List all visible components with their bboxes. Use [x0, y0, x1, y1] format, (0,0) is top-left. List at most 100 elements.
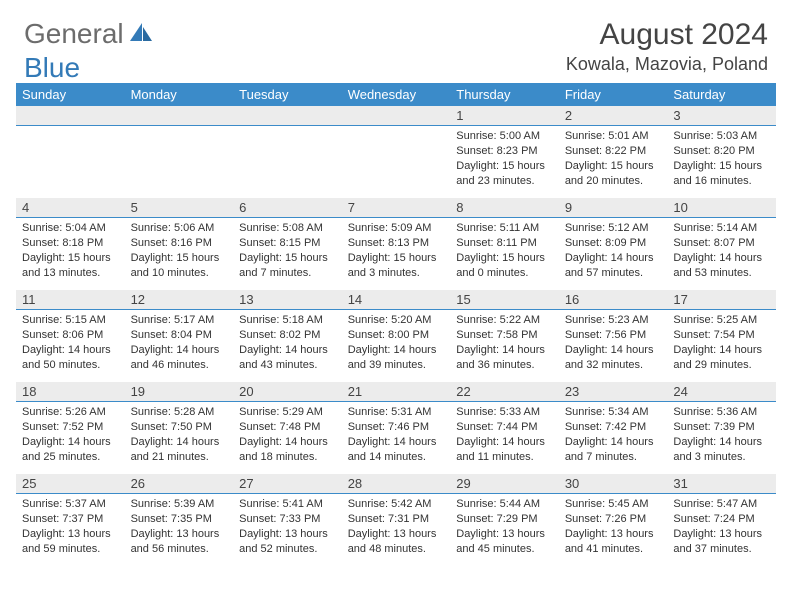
day-details: Sunrise: 5:39 AMSunset: 7:35 PMDaylight:…	[125, 494, 234, 558]
day-details: Sunrise: 5:33 AMSunset: 7:44 PMDaylight:…	[450, 402, 559, 466]
calendar-day: 30Sunrise: 5:45 AMSunset: 7:26 PMDayligh…	[559, 474, 668, 566]
day-details: Sunrise: 5:45 AMSunset: 7:26 PMDaylight:…	[559, 494, 668, 558]
calendar-day: 11Sunrise: 5:15 AMSunset: 8:06 PMDayligh…	[16, 290, 125, 382]
day-details: Sunrise: 5:25 AMSunset: 7:54 PMDaylight:…	[667, 310, 776, 374]
day-number: 15	[450, 290, 559, 310]
calendar-day: 17Sunrise: 5:25 AMSunset: 7:54 PMDayligh…	[667, 290, 776, 382]
day-details: Sunrise: 5:14 AMSunset: 8:07 PMDaylight:…	[667, 218, 776, 282]
day-number: 7	[342, 198, 451, 218]
day-number: 23	[559, 382, 668, 402]
calendar-day: 10Sunrise: 5:14 AMSunset: 8:07 PMDayligh…	[667, 198, 776, 290]
calendar-row: 11Sunrise: 5:15 AMSunset: 8:06 PMDayligh…	[16, 290, 776, 382]
day-details: Sunrise: 5:37 AMSunset: 7:37 PMDaylight:…	[16, 494, 125, 558]
calendar-day: 4Sunrise: 5:04 AMSunset: 8:18 PMDaylight…	[16, 198, 125, 290]
brand-text-gray: General	[24, 18, 124, 50]
calendar-day: 3Sunrise: 5:03 AMSunset: 8:20 PMDaylight…	[667, 106, 776, 198]
day-details: Sunrise: 5:23 AMSunset: 7:56 PMDaylight:…	[559, 310, 668, 374]
day-details: Sunrise: 5:42 AMSunset: 7:31 PMDaylight:…	[342, 494, 451, 558]
daynum-bar	[16, 106, 125, 126]
weekday-header: Thursday	[450, 83, 559, 106]
calendar-day: 13Sunrise: 5:18 AMSunset: 8:02 PMDayligh…	[233, 290, 342, 382]
calendar-day: 26Sunrise: 5:39 AMSunset: 7:35 PMDayligh…	[125, 474, 234, 566]
header: General August 2024 Kowala, Mazovia, Pol…	[0, 0, 792, 83]
calendar-day: 28Sunrise: 5:42 AMSunset: 7:31 PMDayligh…	[342, 474, 451, 566]
calendar-header-row: SundayMondayTuesdayWednesdayThursdayFrid…	[16, 83, 776, 106]
calendar-day: 19Sunrise: 5:28 AMSunset: 7:50 PMDayligh…	[125, 382, 234, 474]
calendar-row: 1Sunrise: 5:00 AMSunset: 8:23 PMDaylight…	[16, 106, 776, 198]
calendar-table: SundayMondayTuesdayWednesdayThursdayFrid…	[16, 83, 776, 566]
location-text: Kowala, Mazovia, Poland	[566, 54, 768, 75]
calendar-day: 8Sunrise: 5:11 AMSunset: 8:11 PMDaylight…	[450, 198, 559, 290]
day-details: Sunrise: 5:20 AMSunset: 8:00 PMDaylight:…	[342, 310, 451, 374]
calendar-day: 2Sunrise: 5:01 AMSunset: 8:22 PMDaylight…	[559, 106, 668, 198]
daynum-bar	[125, 106, 234, 126]
day-number: 8	[450, 198, 559, 218]
day-details: Sunrise: 5:15 AMSunset: 8:06 PMDaylight:…	[16, 310, 125, 374]
day-details: Sunrise: 5:11 AMSunset: 8:11 PMDaylight:…	[450, 218, 559, 282]
weekday-header: Friday	[559, 83, 668, 106]
day-number: 1	[450, 106, 559, 126]
day-details: Sunrise: 5:41 AMSunset: 7:33 PMDaylight:…	[233, 494, 342, 558]
title-block: August 2024 Kowala, Mazovia, Poland	[566, 18, 768, 75]
day-details: Sunrise: 5:34 AMSunset: 7:42 PMDaylight:…	[559, 402, 668, 466]
day-number: 3	[667, 106, 776, 126]
calendar-day: 6Sunrise: 5:08 AMSunset: 8:15 PMDaylight…	[233, 198, 342, 290]
day-details: Sunrise: 5:17 AMSunset: 8:04 PMDaylight:…	[125, 310, 234, 374]
day-number: 5	[125, 198, 234, 218]
day-number: 4	[16, 198, 125, 218]
calendar-empty-day	[233, 106, 342, 198]
day-number: 22	[450, 382, 559, 402]
day-details: Sunrise: 5:01 AMSunset: 8:22 PMDaylight:…	[559, 126, 668, 190]
calendar-day: 9Sunrise: 5:12 AMSunset: 8:09 PMDaylight…	[559, 198, 668, 290]
logo-sail-icon	[128, 18, 154, 50]
day-number: 9	[559, 198, 668, 218]
day-number: 20	[233, 382, 342, 402]
day-number: 30	[559, 474, 668, 494]
calendar-day: 7Sunrise: 5:09 AMSunset: 8:13 PMDaylight…	[342, 198, 451, 290]
weekday-header: Sunday	[16, 83, 125, 106]
calendar-body: 1Sunrise: 5:00 AMSunset: 8:23 PMDaylight…	[16, 106, 776, 566]
calendar-row: 25Sunrise: 5:37 AMSunset: 7:37 PMDayligh…	[16, 474, 776, 566]
day-number: 19	[125, 382, 234, 402]
day-number: 27	[233, 474, 342, 494]
calendar-day: 15Sunrise: 5:22 AMSunset: 7:58 PMDayligh…	[450, 290, 559, 382]
day-number: 29	[450, 474, 559, 494]
calendar-day: 5Sunrise: 5:06 AMSunset: 8:16 PMDaylight…	[125, 198, 234, 290]
day-number: 6	[233, 198, 342, 218]
calendar-day: 14Sunrise: 5:20 AMSunset: 8:00 PMDayligh…	[342, 290, 451, 382]
day-number: 25	[16, 474, 125, 494]
calendar-row: 4Sunrise: 5:04 AMSunset: 8:18 PMDaylight…	[16, 198, 776, 290]
calendar-day: 21Sunrise: 5:31 AMSunset: 7:46 PMDayligh…	[342, 382, 451, 474]
day-details: Sunrise: 5:03 AMSunset: 8:20 PMDaylight:…	[667, 126, 776, 190]
calendar-day: 18Sunrise: 5:26 AMSunset: 7:52 PMDayligh…	[16, 382, 125, 474]
day-details: Sunrise: 5:28 AMSunset: 7:50 PMDaylight:…	[125, 402, 234, 466]
day-number: 16	[559, 290, 668, 310]
calendar-day: 1Sunrise: 5:00 AMSunset: 8:23 PMDaylight…	[450, 106, 559, 198]
day-details: Sunrise: 5:00 AMSunset: 8:23 PMDaylight:…	[450, 126, 559, 190]
calendar-day: 12Sunrise: 5:17 AMSunset: 8:04 PMDayligh…	[125, 290, 234, 382]
calendar-empty-day	[125, 106, 234, 198]
calendar-day: 20Sunrise: 5:29 AMSunset: 7:48 PMDayligh…	[233, 382, 342, 474]
calendar-day: 27Sunrise: 5:41 AMSunset: 7:33 PMDayligh…	[233, 474, 342, 566]
day-details: Sunrise: 5:26 AMSunset: 7:52 PMDaylight:…	[16, 402, 125, 466]
weekday-header: Wednesday	[342, 83, 451, 106]
day-details: Sunrise: 5:47 AMSunset: 7:24 PMDaylight:…	[667, 494, 776, 558]
weekday-header: Saturday	[667, 83, 776, 106]
day-number: 26	[125, 474, 234, 494]
day-details: Sunrise: 5:12 AMSunset: 8:09 PMDaylight:…	[559, 218, 668, 282]
day-number: 17	[667, 290, 776, 310]
day-details: Sunrise: 5:09 AMSunset: 8:13 PMDaylight:…	[342, 218, 451, 282]
calendar-day: 29Sunrise: 5:44 AMSunset: 7:29 PMDayligh…	[450, 474, 559, 566]
day-details: Sunrise: 5:06 AMSunset: 8:16 PMDaylight:…	[125, 218, 234, 282]
calendar-day: 24Sunrise: 5:36 AMSunset: 7:39 PMDayligh…	[667, 382, 776, 474]
day-number: 11	[16, 290, 125, 310]
day-number: 10	[667, 198, 776, 218]
weekday-header: Tuesday	[233, 83, 342, 106]
month-title: August 2024	[566, 18, 768, 52]
calendar-day: 16Sunrise: 5:23 AMSunset: 7:56 PMDayligh…	[559, 290, 668, 382]
day-number: 14	[342, 290, 451, 310]
day-number: 12	[125, 290, 234, 310]
daynum-bar	[233, 106, 342, 126]
day-number: 31	[667, 474, 776, 494]
day-details: Sunrise: 5:04 AMSunset: 8:18 PMDaylight:…	[16, 218, 125, 282]
